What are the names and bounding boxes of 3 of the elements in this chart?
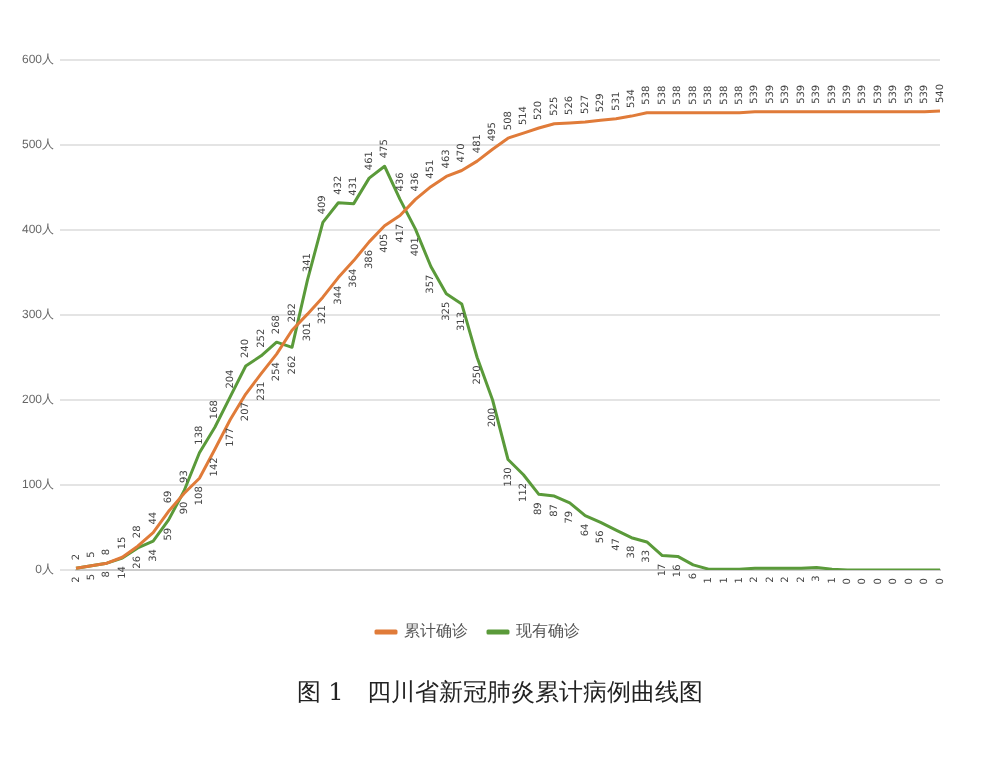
caption: 图 1 四川省新冠肺炎累计病例曲线图 — [294, 676, 706, 710]
legend-label: 累计确诊 — [404, 622, 468, 641]
legend-label: 现有确诊 — [516, 622, 580, 641]
